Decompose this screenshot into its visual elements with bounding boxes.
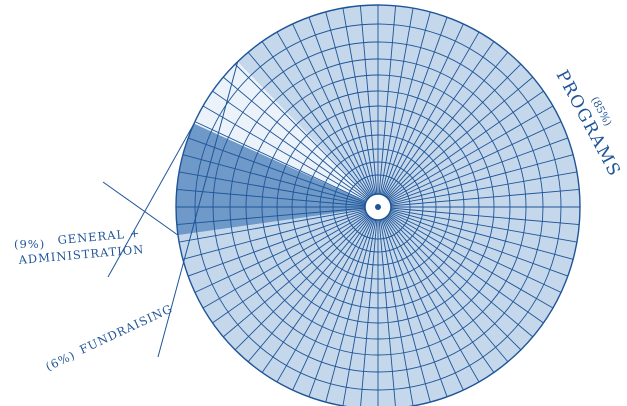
center-hub (364, 193, 392, 221)
grid-spoke (202, 105, 367, 201)
grid-ring (261, 90, 495, 324)
grid-spoke (360, 219, 378, 406)
grid-ring (276, 105, 480, 309)
grid-spoke (386, 63, 522, 199)
grid-spoke (247, 216, 370, 363)
grid-spoke (390, 188, 580, 207)
grid-ring (229, 58, 527, 356)
grid-spoke (390, 171, 578, 206)
grid-ring (194, 23, 562, 391)
grid-spoke (382, 17, 448, 195)
grid-spoke (383, 23, 464, 196)
grid-spoke (325, 11, 376, 195)
leader-fundraising (157, 61, 239, 358)
grid-spoke (292, 218, 373, 391)
grid-spoke (384, 31, 480, 196)
grid-spoke (378, 5, 397, 195)
grid-spoke (390, 208, 578, 243)
general-admin-percent-label: (9%) (14, 237, 45, 251)
grid-spoke (359, 5, 378, 195)
grid-spoke (234, 63, 370, 199)
grid-spoke (176, 188, 366, 207)
grid-spoke (390, 207, 580, 226)
grid-spoke (261, 217, 371, 373)
leader-general-admin-top (102, 181, 179, 236)
grid-spoke (342, 219, 377, 406)
hub-dot (375, 204, 381, 210)
grid-spoke (176, 207, 366, 226)
grid-spoke (182, 209, 366, 260)
grid-spoke (386, 51, 509, 198)
grid-spoke (389, 121, 562, 202)
grid-spoke (386, 215, 522, 351)
grid-spoke (188, 211, 366, 277)
grid-spoke (388, 90, 544, 200)
grid-spoke (261, 41, 371, 197)
grid-ring (175, 4, 581, 406)
grid-spoke (386, 216, 509, 363)
grid-spoke (387, 76, 534, 199)
grid-spoke (379, 219, 414, 406)
grid-spoke (212, 90, 368, 200)
grid-spoke (379, 7, 414, 195)
grid-spoke (222, 215, 369, 338)
grid-spoke (389, 213, 554, 309)
grid-spoke (389, 212, 562, 293)
leader-general-admin-bottom (107, 123, 195, 278)
grid-spoke (178, 171, 366, 206)
grid-spoke (384, 218, 480, 383)
grid-ring (332, 161, 424, 253)
grid-spoke (308, 17, 374, 195)
grid-spoke (387, 215, 534, 338)
leader-lines (102, 61, 239, 358)
grid-spoke (308, 219, 374, 397)
grid-ring (245, 74, 511, 340)
grid-spoke (276, 31, 372, 196)
grid-spoke (188, 137, 366, 203)
grid-spoke (276, 218, 372, 383)
grid-spoke (385, 41, 495, 197)
grid-spoke (380, 219, 431, 403)
grid-spoke (378, 219, 396, 406)
grid-spoke (382, 219, 448, 397)
grid-spoke (178, 208, 366, 243)
grid-spoke (389, 105, 554, 201)
grid-ring (291, 120, 465, 294)
grid-ring (212, 41, 544, 373)
grid-spoke (390, 154, 574, 205)
grid-spoke (212, 214, 368, 324)
grid-spoke (380, 11, 431, 195)
grid-ring (319, 148, 437, 266)
radial-grid (175, 4, 581, 406)
grid-spoke (202, 213, 367, 309)
grid-spoke (222, 76, 369, 199)
grid-spoke (247, 51, 370, 198)
grid-spoke (182, 154, 366, 205)
grid-spoke (390, 209, 574, 260)
grid-spoke (390, 211, 568, 277)
grid-spoke (292, 23, 373, 196)
grid-spoke (383, 218, 464, 391)
grid-spoke (388, 214, 544, 324)
grid-spoke (325, 219, 376, 403)
grid-spoke (390, 137, 568, 203)
grid-ring (305, 134, 451, 280)
grid-spoke (194, 121, 367, 202)
fundraising-percent-label: (6%) (43, 348, 77, 374)
grid-ring (345, 174, 411, 240)
grid-spoke (342, 7, 377, 195)
slice-fundraising (194, 61, 378, 207)
grid-spoke (194, 212, 367, 293)
grid-spoke (234, 215, 370, 351)
grid-spoke (385, 217, 495, 373)
